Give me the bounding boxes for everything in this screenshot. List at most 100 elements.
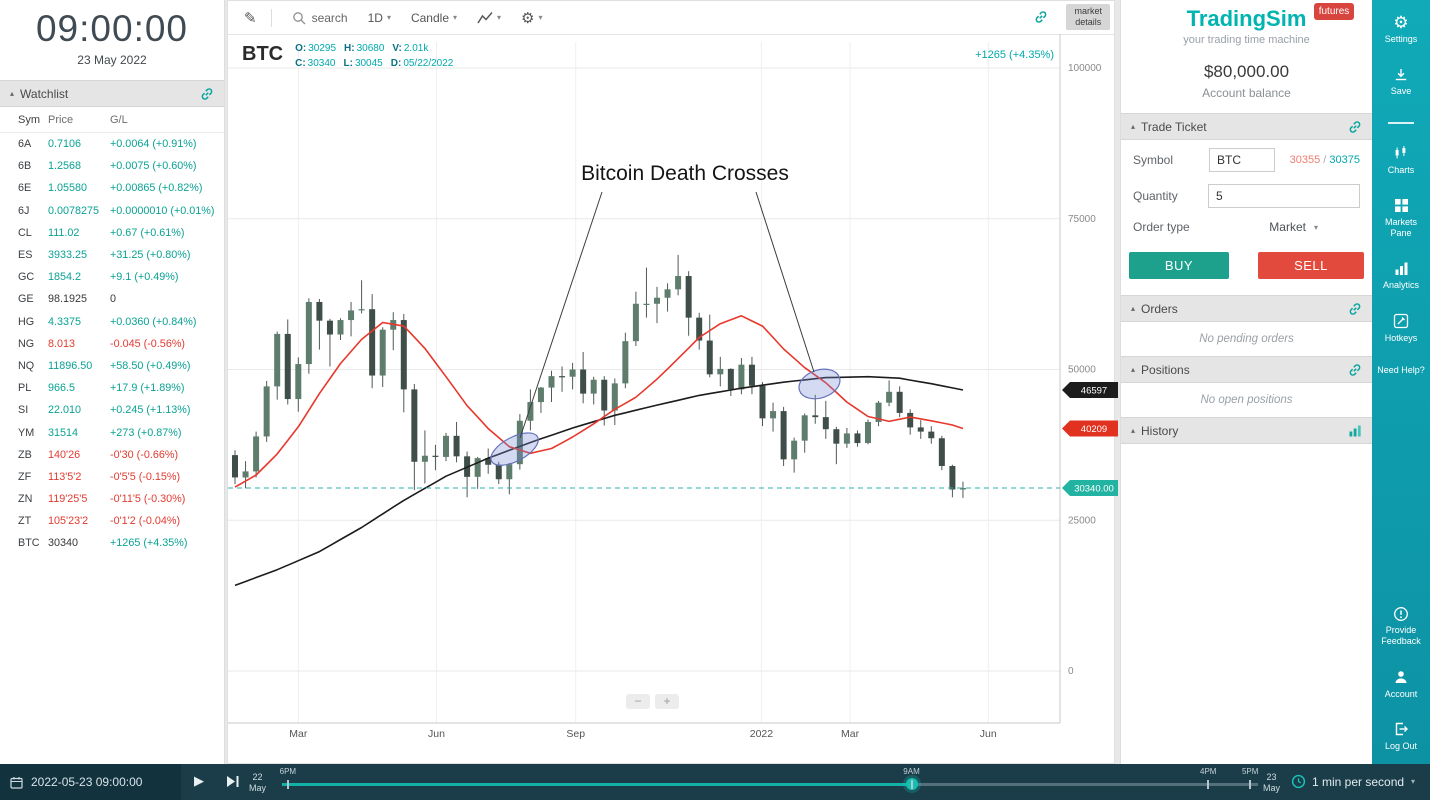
account-balance-label: Account balance — [1202, 86, 1291, 100]
orders-header[interactable]: ▴ Orders — [1121, 295, 1372, 322]
timeframe-select[interactable]: 1D ▾ — [368, 11, 391, 25]
watchlist-price: 22.010 — [48, 404, 82, 417]
watchlist-symbol: NG — [18, 337, 35, 350]
rail-item-charts[interactable]: Charts — [1372, 145, 1430, 176]
account-icon — [1393, 669, 1409, 686]
rail-item-hotkeys[interactable]: Hotkeys — [1372, 313, 1430, 344]
zoom-out-button[interactable]: − — [626, 694, 650, 709]
slider-tick-label: 5PM — [1241, 767, 1259, 776]
watchlist-row[interactable]: PL 966.5 +17.9 (+1.89%) — [0, 377, 224, 399]
buy-button[interactable]: BUY — [1129, 252, 1229, 279]
chart-card: ✎ search 1D ▾ Candle ▾ ▾ ⚙ ▾ market deta… — [227, 0, 1118, 764]
skip-button[interactable] — [227, 776, 240, 787]
watchlist-row[interactable]: GE 98.1925 0 — [0, 288, 224, 310]
chevron-down-icon: ▾ — [538, 13, 543, 22]
watchlist-symbol: 6B — [18, 160, 32, 173]
symbol-input[interactable] — [1209, 148, 1275, 172]
chart-settings-menu[interactable]: ⚙ ▾ — [521, 9, 542, 27]
svg-text:2022: 2022 — [750, 728, 774, 740]
slider-tick-label: 9AM — [903, 767, 920, 776]
watchlist-price: 30340 — [48, 537, 79, 550]
rail-label: Analytics — [1382, 280, 1419, 291]
rail-item-analytics[interactable]: Analytics — [1372, 260, 1430, 291]
market-details-line1: market — [1074, 6, 1102, 16]
svg-text:50000: 50000 — [1068, 365, 1096, 376]
watchlist-row[interactable]: ZT 105'23'2 -0'1'2 (-0.04%) — [0, 510, 224, 532]
market-details-button[interactable]: market details — [1066, 4, 1110, 30]
history-header[interactable]: ▴ History — [1121, 417, 1372, 444]
watchlist-column-headers: Sym Price G/L — [0, 107, 224, 133]
watchlist-row[interactable]: 6E 1.05580 +0.00865 (+0.82%) — [0, 177, 224, 199]
chart-type-select[interactable]: Candle ▾ — [411, 11, 457, 25]
positions-empty-message: No open positions — [1200, 394, 1293, 406]
playback-speed[interactable]: 1 min per second — [1312, 775, 1405, 789]
zoom-in-button[interactable]: + — [655, 694, 679, 709]
svg-text:Jun: Jun — [428, 728, 445, 740]
svg-text:Bitcoin Death Crosses: Bitcoin Death Crosses — [581, 162, 789, 185]
rail-label: Charts — [1387, 164, 1415, 175]
order-type-select[interactable]: Market ▾ — [1269, 220, 1318, 234]
watchlist-row[interactable]: ZB 140'26 -0'30 (-0.66%) — [0, 444, 224, 466]
sell-button[interactable]: SELL — [1258, 252, 1364, 279]
watchlist-row[interactable]: BTC 30340 +1265 (+4.35%) — [0, 532, 224, 554]
positions-header[interactable]: ▴ Positions — [1121, 356, 1372, 383]
watchlist-row[interactable]: 6B 1.2568 +0.0075 (+0.60%) — [0, 155, 224, 177]
link-icon[interactable] — [1034, 10, 1048, 29]
sim-date: 23 May 2022 — [77, 53, 147, 67]
watchlist-row[interactable]: HG 4.3375 +0.0360 (+0.84%) — [0, 311, 224, 333]
quantity-input[interactable] — [1208, 184, 1360, 208]
link-icon[interactable] — [200, 87, 214, 101]
watchlist-row[interactable]: SI 22.010 +0.245 (+1.13%) — [0, 399, 224, 421]
link-icon[interactable] — [1348, 363, 1362, 377]
rail-label: Account — [1384, 688, 1418, 699]
collapse-caret-icon: ▴ — [1131, 365, 1136, 374]
watchlist-gain-loss: -0'5'5 (-0.15%) — [110, 470, 181, 483]
watchlist-header[interactable]: ▴ Watchlist — [0, 80, 224, 107]
rail-item-provide-feedback[interactable]: Provide Feedback — [1372, 605, 1430, 648]
slider-tick-label: 4PM — [1199, 767, 1217, 776]
draw-pencil-icon[interactable]: ✎ — [244, 9, 257, 27]
time-slider[interactable]: 6PM 9AM 4PM 5PM — [279, 764, 1259, 800]
price-chart[interactable]: Mar Jun Sep 2022 Mar Jun 0 25000 50000 75000 10000… — [228, 34, 1118, 756]
hotkeys-icon — [1393, 313, 1409, 330]
history-chart-icon[interactable] — [1349, 425, 1362, 437]
watchlist-row[interactable]: ES 3933.25 +31.25 (+0.80%) — [0, 244, 224, 266]
link-icon[interactable] — [1348, 120, 1362, 134]
rail-item-log-out[interactable]: Log Out — [1372, 721, 1430, 752]
watchlist-row[interactable]: 6A 0.7106 +0.0064 (+0.91%) — [0, 133, 224, 155]
log-out-icon — [1393, 721, 1409, 738]
collapse-caret-icon: ▴ — [1131, 122, 1136, 131]
slider-tick-label: 6PM — [279, 767, 297, 776]
play-button[interactable]: ▶ — [194, 773, 204, 788]
svg-text:75000: 75000 — [1068, 214, 1096, 225]
provide-feedback-icon — [1393, 605, 1409, 622]
watchlist-gain-loss: +0.00865 (+0.82%) — [110, 182, 203, 195]
speed-clock-icon — [1291, 774, 1306, 789]
watchlist-row[interactable]: NQ 11896.50 +58.50 (+0.49%) — [0, 355, 224, 377]
watchlist-row[interactable]: 6J 0.0078275 +0.0000010 (+0.01%) — [0, 200, 224, 222]
watchlist-row[interactable]: YM 31514 +273 (+0.87%) — [0, 421, 224, 443]
rail-item-account[interactable]: Account — [1372, 669, 1430, 700]
rail-item-settings[interactable]: ⚙ Settings — [1372, 14, 1430, 45]
watchlist-price: 1854.2 — [48, 271, 82, 284]
trade-ticket-header[interactable]: ▴ Trade Ticket — [1121, 113, 1372, 140]
watchlist-row[interactable]: NG 8.013 -0.045 (-0.56%) — [0, 333, 224, 355]
rail-divider — [1388, 121, 1414, 124]
watchlist-row[interactable]: ZF 113'5'2 -0'5'5 (-0.15%) — [0, 466, 224, 488]
watchlist-row[interactable]: ZN 119'25'5 -0'11'5 (-0.30%) — [0, 488, 224, 510]
skip-forward-icon — [227, 776, 239, 787]
range-start-label: 22 May — [249, 772, 267, 793]
futures-badge[interactable]: futures — [1314, 3, 1354, 20]
indicators-menu[interactable]: ▾ — [477, 11, 501, 25]
column-sym: Sym — [18, 113, 40, 126]
chevron-down-icon: ▾ — [453, 13, 458, 22]
watchlist-gain-loss: +9.1 (+0.49%) — [110, 271, 179, 284]
rail-item-save[interactable]: Save — [1372, 66, 1430, 97]
rail-item-markets-pane[interactable]: Markets Pane — [1372, 197, 1430, 240]
link-icon[interactable] — [1348, 302, 1362, 316]
watchlist-row[interactable]: CL 111.02 +0.67 (+0.61%) — [0, 222, 224, 244]
watchlist-row[interactable]: GC 1854.2 +9.1 (+0.49%) — [0, 266, 224, 288]
chart-search[interactable]: search — [292, 11, 348, 25]
rail-item-need-help[interactable]: Need Help? — [1372, 365, 1430, 376]
slider-tick — [1207, 780, 1210, 789]
